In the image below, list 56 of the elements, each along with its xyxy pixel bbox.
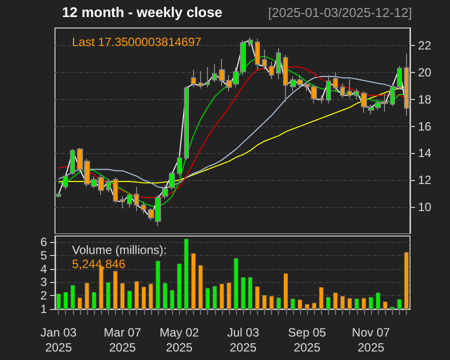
candlestick (283, 54, 288, 103)
candlestick (326, 74, 331, 104)
candlestick (191, 69, 196, 88)
candlestick (390, 82, 395, 107)
candlestick (333, 72, 338, 92)
candlestick (404, 53, 409, 116)
y-tick-label: 3 (40, 275, 48, 290)
candlestick (70, 148, 75, 176)
candlestick (141, 201, 146, 214)
candlestick (63, 172, 68, 190)
candlestick (120, 196, 125, 209)
candlestick (162, 185, 168, 200)
candlestick (269, 61, 274, 80)
candlestick (276, 48, 281, 80)
x-tick-label: Jul 03 2025 (227, 326, 260, 354)
candlestick (319, 94, 324, 104)
candlestick (198, 70, 203, 90)
candlestick (113, 176, 118, 204)
annotation: 5,244,846 (72, 257, 126, 271)
candlestick (340, 82, 345, 99)
candlestick (205, 66, 210, 88)
y-tick-label: 22 (418, 38, 432, 53)
y-tick-label: 20 (418, 65, 432, 80)
candlestick (177, 155, 182, 177)
candlestick (56, 192, 61, 198)
y-tick-label: 4 (40, 262, 48, 276)
y-tick-label: 14 (418, 146, 432, 160)
candlestick (248, 36, 253, 48)
candlestick (347, 78, 352, 99)
annotation: Volume (millions): (72, 243, 167, 257)
x-tick-label: Jan 03 2025 (40, 326, 77, 354)
y-tick-label: 2 (40, 288, 48, 303)
candlestick (255, 38, 260, 70)
y-tick-label: 6 (40, 235, 48, 250)
y-tick-label: 1 (40, 302, 48, 316)
candlestick (212, 64, 217, 82)
y-tick-label: 10 (418, 200, 432, 214)
chart-title: 12 month - weekly close (62, 4, 222, 20)
candlestick (184, 85, 189, 160)
y-tick-label: 5 (40, 248, 48, 262)
annotation: Last 17.3500003814697 (72, 35, 202, 49)
candlestick (397, 65, 402, 90)
candlestick (127, 193, 132, 208)
chart-subtitle: [2025-01-03/2025-12-12] (268, 5, 412, 20)
x-tick-label: Mar 07 2025 (104, 326, 142, 354)
candlestick (106, 178, 111, 193)
candlestick (134, 186, 139, 212)
x-tick-label: May 02 2025 (160, 326, 200, 354)
y-tick-label: 16 (418, 119, 432, 134)
candlestick (169, 172, 175, 190)
x-tick-label: Sep 05 2025 (288, 326, 326, 354)
candlestick (354, 88, 359, 100)
y-tick-label: 18 (418, 92, 432, 106)
candlestick (262, 49, 267, 70)
y-tick-label: 12 (418, 173, 432, 188)
x-tick-label: Nov 07 2025 (352, 326, 390, 354)
